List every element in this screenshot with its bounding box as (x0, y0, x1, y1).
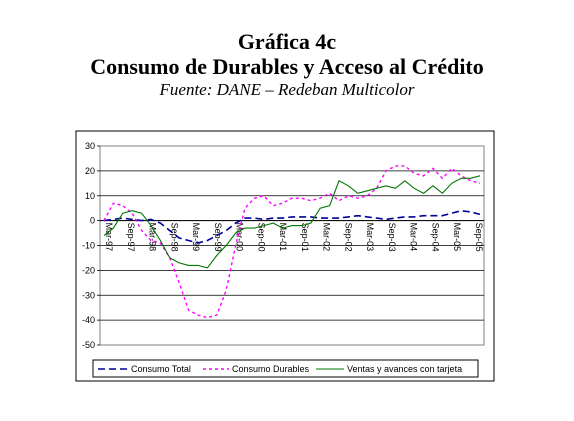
x-tick-label: Sep-04 (430, 223, 440, 252)
x-tick-label: Sep-98 (169, 223, 179, 252)
x-tick-label: Mar-01 (278, 223, 288, 252)
y-tick-label: 30 (85, 141, 95, 151)
legend (92, 359, 479, 378)
x-tick-label: Sep-05 (474, 223, 484, 252)
series-line-0 (103, 209, 481, 244)
x-tick-label: Sep-02 (343, 223, 353, 252)
y-tick-label: -20 (82, 265, 95, 275)
x-axis: Mar-97 Sep-97 Mar-98 Sep-98 Mar-99 Sep-99 Mar-… (100, 220, 484, 252)
legend-label-0: Consumo Total (131, 364, 191, 374)
x-tick-label: Mar-98 (148, 223, 158, 252)
legend-label-1: Consumo Durables (232, 364, 310, 374)
x-tick-label: Sep-99 (213, 223, 223, 252)
y-tick-label: 20 (85, 166, 95, 176)
x-tick-label: Mar-04 (409, 223, 419, 252)
x-tick-label: Mar-00 (235, 223, 245, 252)
chart-subtitle: Consumo de Durables y Acceso al Crédito (90, 54, 484, 79)
series-line-2 (103, 175, 481, 269)
x-tick-label: Mar-03 (365, 223, 375, 252)
chart-source: Fuente: DANE – Redeban Multicolor (159, 80, 415, 99)
y-tick-label: -30 (82, 290, 95, 300)
x-tick-label: Sep-00 (256, 223, 266, 252)
y-tick-label: 10 (85, 191, 95, 201)
x-tick-label: Sep-03 (387, 223, 397, 252)
x-tick-label: Mar-97 (104, 223, 114, 252)
y-tick-label: -50 (82, 340, 95, 350)
x-tick-label: Sep-01 (300, 223, 310, 252)
x-tick-label: Mar-02 (322, 223, 332, 252)
legend-items: Consumo Total Consumo Durables Ventas y av… (98, 364, 462, 374)
y-axis: -50 -40 -30 -20 -10 0 10 20 30 (82, 141, 100, 350)
x-tick-label: Mar-05 (452, 223, 462, 252)
legend-label-2: Ventas y avances con tarjeta (347, 364, 462, 374)
title-block: Gráfica 4c Consumo de Durables y Acceso … (0, 30, 574, 100)
chart-title: Gráfica 4c (237, 29, 337, 54)
y-tick-label: 0 (90, 216, 95, 226)
series-lines (103, 165, 481, 319)
y-tick-label: -10 (82, 241, 95, 251)
y-tick-label: -40 (82, 315, 95, 325)
x-tick-label: Mar-99 (191, 223, 201, 252)
x-tick-label: Sep-97 (126, 223, 136, 252)
